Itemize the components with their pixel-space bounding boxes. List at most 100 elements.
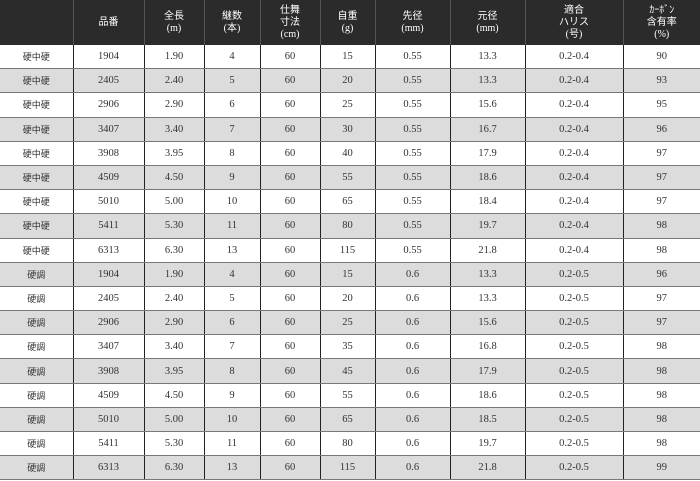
cell-weight: 55: [319, 383, 375, 408]
cell-closed-length: 60: [259, 286, 320, 312]
cell-type: 硬調: [0, 334, 73, 360]
cell-type: 硬中硬: [0, 238, 73, 263]
cell-sections: 13: [203, 238, 260, 263]
cell-model: 5411: [72, 431, 144, 457]
cell-sections: 4: [203, 262, 260, 287]
cell-line-range: 0.2-0.5: [524, 358, 623, 384]
cell-length: 5.30: [143, 431, 204, 457]
table-row: 硬中硬 2906 2.90 6 60 25 0.55 15.6 0.2-0.4 95: [0, 92, 700, 118]
cell-tip-diameter: 0.55: [374, 189, 450, 215]
table-row: 硬調 5411 5.30 11 60 80 0.6 19.7 0.2-0.5 98: [0, 431, 700, 457]
cell-length: 3.40: [143, 334, 204, 360]
cell-carbon-content: 96: [622, 262, 700, 287]
cell-model: 5010: [72, 407, 144, 433]
table-row: 硬調 5010 5.00 10 60 65 0.6 18.5 0.2-0.5 98: [0, 407, 700, 433]
cell-length: 1.90: [143, 45, 204, 70]
cell-line-range: 0.2-0.5: [524, 334, 623, 360]
header-carbon-content: ｶｰﾎﾞﾝ 含有率 (%): [622, 0, 700, 45]
cell-length: 5.00: [143, 407, 204, 433]
cell-line-range: 0.2-0.5: [524, 286, 623, 312]
cell-type: 硬調: [0, 286, 73, 312]
cell-type: 硬中硬: [0, 141, 73, 166]
cell-sections: 9: [203, 383, 260, 408]
cell-closed-length: 60: [259, 334, 320, 360]
table-row: 硬調 1904 1.90 4 60 15 0.6 13.3 0.2-0.5 96: [0, 262, 700, 287]
cell-type: 硬中硬: [0, 68, 73, 94]
cell-type: 硬中硬: [0, 45, 73, 70]
cell-carbon-content: 98: [622, 431, 700, 457]
cell-type: 硬調: [0, 358, 73, 384]
cell-carbon-content: 93: [622, 68, 700, 94]
cell-model: 5010: [72, 189, 144, 215]
cell-tip-diameter: 0.55: [374, 141, 450, 166]
cell-butt-diameter: 21.8: [449, 238, 525, 263]
header-butt-diameter: 元径 (mm): [449, 0, 525, 45]
cell-length: 3.95: [143, 358, 204, 384]
cell-weight: 80: [319, 213, 375, 239]
cell-model: 3908: [72, 358, 144, 384]
cell-carbon-content: 97: [622, 310, 700, 336]
cell-type: 硬中硬: [0, 117, 73, 142]
cell-butt-diameter: 18.5: [449, 407, 525, 433]
cell-model: 3908: [72, 141, 144, 166]
cell-type: 硬中硬: [0, 213, 73, 239]
header-tip-diameter: 先径 (mm): [374, 0, 450, 45]
cell-type: 硬中硬: [0, 165, 73, 191]
cell-length: 2.90: [143, 310, 204, 336]
cell-tip-diameter: 0.55: [374, 45, 450, 70]
table-row: 硬調 2405 2.40 5 60 20 0.6 13.3 0.2-0.5 97: [0, 286, 700, 312]
cell-length: 4.50: [143, 165, 204, 191]
cell-carbon-content: 98: [622, 334, 700, 360]
cell-weight: 30: [319, 117, 375, 142]
cell-type: 硬調: [0, 262, 73, 287]
cell-sections: 8: [203, 141, 260, 166]
cell-model: 2405: [72, 68, 144, 94]
cell-closed-length: 60: [259, 45, 320, 70]
table-row: 硬調 4509 4.50 9 60 55 0.6 18.6 0.2-0.5 98: [0, 383, 700, 408]
cell-line-range: 0.2-0.5: [524, 262, 623, 287]
table-row: 硬中硬 5010 5.00 10 60 65 0.55 18.4 0.2-0.4 97: [0, 189, 700, 215]
table-row: 硬中硬 2405 2.40 5 60 20 0.55 13.3 0.2-0.4 93: [0, 68, 700, 94]
table-row: 硬調 6313 6.30 13 60 115 0.6 21.8 0.2-0.5 99: [0, 455, 700, 481]
cell-butt-diameter: 13.3: [449, 68, 525, 94]
header-weight: 自重 (g): [319, 0, 375, 45]
cell-butt-diameter: 13.3: [449, 286, 525, 312]
cell-line-range: 0.2-0.4: [524, 68, 623, 94]
cell-closed-length: 60: [259, 238, 320, 263]
cell-sections: 11: [203, 213, 260, 239]
cell-model: 5411: [72, 213, 144, 239]
header-closed-length: 仕舞 寸法 (cm): [259, 0, 320, 45]
cell-line-range: 0.2-0.4: [524, 165, 623, 191]
cell-sections: 7: [203, 117, 260, 142]
table-row: 硬中硬 3407 3.40 7 60 30 0.55 16.7 0.2-0.4 96: [0, 117, 700, 142]
cell-carbon-content: 98: [622, 358, 700, 384]
table-row: 硬調 3908 3.95 8 60 45 0.6 17.9 0.2-0.5 98: [0, 358, 700, 384]
cell-butt-diameter: 16.7: [449, 117, 525, 142]
cell-tip-diameter: 0.6: [374, 431, 450, 457]
cell-tip-diameter: 0.6: [374, 262, 450, 287]
cell-carbon-content: 95: [622, 92, 700, 118]
cell-line-range: 0.2-0.4: [524, 213, 623, 239]
cell-model: 2405: [72, 286, 144, 312]
header-sections: 継数 (本): [203, 0, 260, 45]
cell-line-range: 0.2-0.4: [524, 92, 623, 118]
cell-sections: 10: [203, 189, 260, 215]
cell-sections: 9: [203, 165, 260, 191]
table-row: 硬中硬 5411 5.30 11 60 80 0.55 19.7 0.2-0.4 98: [0, 213, 700, 239]
table-row: 硬調 3407 3.40 7 60 35 0.6 16.8 0.2-0.5 98: [0, 334, 700, 360]
cell-closed-length: 60: [259, 189, 320, 215]
cell-length: 1.90: [143, 262, 204, 287]
cell-length: 3.40: [143, 117, 204, 142]
cell-line-range: 0.2-0.5: [524, 383, 623, 408]
cell-butt-diameter: 15.6: [449, 92, 525, 118]
cell-butt-diameter: 19.7: [449, 213, 525, 239]
cell-model: 1904: [72, 45, 144, 70]
cell-length: 5.00: [143, 189, 204, 215]
cell-closed-length: 60: [259, 310, 320, 336]
cell-closed-length: 60: [259, 383, 320, 408]
cell-weight: 65: [319, 407, 375, 433]
cell-length: 3.95: [143, 141, 204, 166]
cell-sections: 4: [203, 45, 260, 70]
header-length: 全長 (m): [143, 0, 204, 45]
cell-butt-diameter: 18.6: [449, 165, 525, 191]
